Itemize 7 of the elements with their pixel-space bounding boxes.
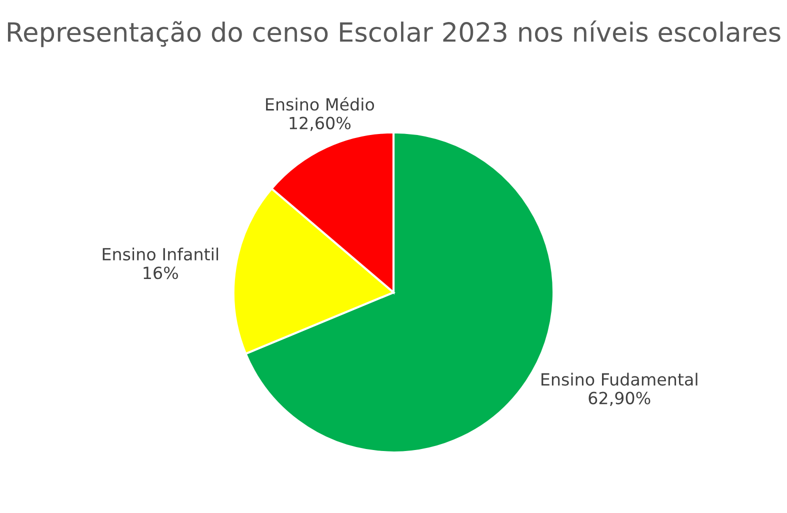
slice-label: Ensino Médio bbox=[266, 97, 374, 111]
data-label: 12,60% bbox=[290, 116, 351, 132]
chart-title: Representação do censo Escolar 2023 nos níveis escolares bbox=[8, 20, 780, 48]
data-label: 16% bbox=[144, 266, 178, 280]
data-label: 62,90% bbox=[588, 392, 650, 406]
slice-label: Ensino Fudamental bbox=[542, 372, 698, 386]
slice-label: Ensino Infantil bbox=[102, 248, 218, 261]
